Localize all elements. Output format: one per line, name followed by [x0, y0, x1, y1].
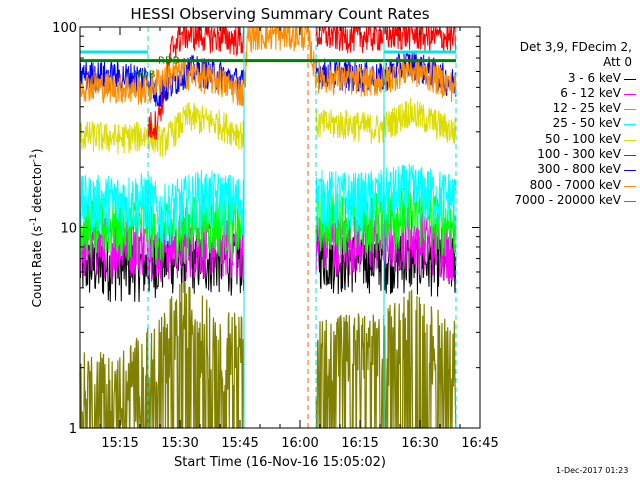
legend-entry: 800 - 7000 keV: [496, 178, 636, 193]
legend-label: 3 - 6 keV: [567, 70, 621, 85]
legend-label: 300 - 800 keV: [537, 162, 621, 177]
legend-entry: 100 - 300 keV: [496, 147, 636, 162]
legend-label: 25 - 50 keV: [552, 116, 621, 131]
y-axis-label-part: detector: [30, 162, 44, 217]
y-axis-label-part: Count Rate (s: [30, 226, 44, 308]
y-axis-label-exponent: -1: [29, 153, 39, 162]
legend-swatch: [624, 170, 636, 172]
legend-entries: 3 - 6 keV 6 - 12 keV 12 - 25 keV 25 - 50 ke…: [496, 71, 636, 209]
legend-swatch: [624, 78, 636, 80]
legend-swatch: [624, 139, 636, 141]
legend-swatch: [624, 124, 636, 126]
legend-swatch: [624, 93, 636, 95]
legend-swatch: [624, 155, 636, 157]
x-tick-label: 15:15: [101, 436, 138, 451]
legend-label: 6 - 12 keV: [560, 85, 621, 100]
series-line: [79, 163, 457, 246]
x-tick-label: 16:30: [401, 436, 438, 451]
legend-entry: 6 - 12 keV: [496, 86, 636, 101]
legend: Det 3,9, FDecim 2, Att 0 3 - 6 keV 6 - 12…: [496, 40, 636, 208]
x-axis-label: Start Time (16-Nov-16 15:05:02): [174, 455, 386, 470]
legend-swatch: [624, 200, 636, 202]
legend-entry: 3 - 6 keV: [496, 71, 636, 86]
x-tick-label: 16:00: [281, 436, 318, 451]
legend-label: 12 - 25 keV: [552, 101, 621, 116]
y-tick-label: 1: [69, 422, 77, 437]
legend-swatch: [624, 185, 636, 187]
x-tick-label: 16:15: [341, 436, 378, 451]
legend-label: 7000 - 20000 keV: [514, 192, 621, 207]
chart-title: HESSI Observing Summary Count Rates: [130, 5, 429, 23]
footer-date: 1-Dec-2017 01:23: [556, 466, 629, 475]
y-axis-label-part: ): [30, 149, 44, 154]
y-axis-label: Count Rate (s-1 detector-1): [29, 149, 44, 308]
y-tick-label: 10: [60, 222, 77, 237]
legend-label: 800 - 7000 keV: [529, 177, 621, 192]
annotation-label: RDB: [158, 56, 180, 67]
y-axis-label-exponent: -1: [29, 217, 39, 226]
series-line: [79, 280, 457, 429]
axes: 15:15 15:30 15:45 16:00 16:15 16:30 16:45 1 10 10…: [52, 21, 499, 451]
x-tick-label: 16:45: [461, 436, 498, 451]
x-tick-label: 15:30: [161, 436, 198, 451]
legend-label: 50 - 100 keV: [544, 131, 621, 146]
legend-header-line: Att 0: [603, 55, 632, 70]
legend-header-line: Det 3,9, FDecim 2,: [519, 40, 632, 54]
annotation-label: RDB: [134, 69, 156, 80]
y-tick-label: 100: [52, 21, 77, 36]
series-line: [79, 25, 457, 107]
series-line: [79, 97, 457, 157]
legend-label: 100 - 300 keV: [537, 147, 621, 162]
legend-swatch: [624, 109, 636, 111]
legend-entry: 50 - 100 keV: [496, 132, 636, 147]
legend-entry: 25 - 50 keV: [496, 116, 636, 131]
legend-entry: 7000 - 20000 keV: [496, 193, 636, 208]
legend-entry: 300 - 800 keV: [496, 162, 636, 177]
x-tick-label: 15:45: [221, 436, 258, 451]
legend-entry: 12 - 25 keV: [496, 101, 636, 116]
